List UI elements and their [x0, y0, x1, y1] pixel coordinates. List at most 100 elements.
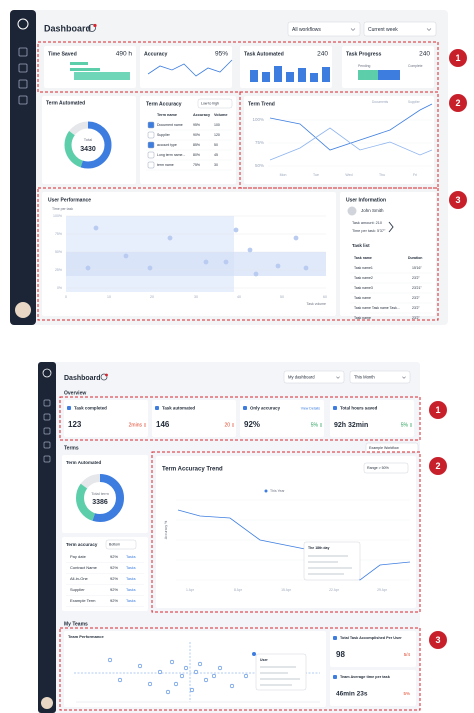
- legend-label: Documents: [372, 100, 389, 104]
- table-cell: 75%: [193, 163, 200, 167]
- mini-bar: [310, 73, 318, 82]
- step-number: 2: [435, 461, 440, 471]
- filter-label: All workflows: [292, 27, 321, 33]
- table-cell: 23'21": [412, 286, 422, 290]
- mini-bar: [70, 68, 100, 71]
- card: [42, 96, 136, 184]
- label: Time per task: 5'37": [352, 229, 386, 233]
- step-number: 1: [435, 405, 440, 415]
- nav-icon[interactable]: [43, 413, 51, 421]
- scatter-point: [303, 265, 309, 271]
- table-cell: 45: [214, 153, 218, 157]
- table-cell: Task name2: [354, 276, 373, 280]
- filter-label: Current week: [368, 27, 398, 33]
- filter-dropdown[interactable]: [349, 370, 411, 384]
- card-title: Term Trend: [248, 101, 275, 107]
- kpi-icon: [67, 406, 71, 410]
- column-header: Task name: [354, 256, 372, 260]
- table-cell: Task name3: [354, 286, 373, 290]
- table-cell: Task name1: [354, 266, 373, 270]
- trend-line: [269, 103, 433, 151]
- scatter-point: [147, 265, 153, 271]
- label: 60: [323, 295, 327, 299]
- nav-icon[interactable]: [18, 63, 28, 73]
- table-cell: Task name: [354, 296, 371, 300]
- table-cell: 85%: [193, 143, 200, 147]
- section-title: My Teams: [64, 621, 88, 627]
- label: 75%: [255, 140, 264, 145]
- mini-bar: [70, 62, 88, 65]
- kpi-icon: [243, 406, 247, 410]
- checkbox[interactable]: [147, 141, 155, 149]
- label: 75%: [55, 232, 62, 236]
- card-title: User Performance: [48, 197, 91, 203]
- scatter-point: [203, 677, 209, 683]
- nav-icon[interactable]: [43, 455, 51, 463]
- table-cell: 95%: [193, 123, 200, 127]
- mini-bar: [298, 68, 306, 82]
- link[interactable]: Tasks: [126, 566, 136, 570]
- link[interactable]: Tasks: [126, 599, 136, 603]
- nav-icon[interactable]: [43, 427, 51, 435]
- table-cell: 100: [214, 123, 220, 127]
- kpi-value: 490 h: [116, 51, 133, 58]
- kpi-label: Only accuracy: [250, 406, 281, 411]
- filter-dropdown[interactable]: [287, 21, 361, 37]
- filter-dropdown[interactable]: [283, 370, 345, 384]
- mini-bar: [274, 66, 282, 82]
- tooltip-title: The 18th day: [308, 546, 329, 550]
- checkbox[interactable]: [147, 121, 155, 129]
- kpi-card: [330, 670, 416, 706]
- scatter-point: [137, 663, 143, 669]
- table-cell: 120: [214, 133, 220, 137]
- nav-icon[interactable]: [18, 79, 28, 89]
- highlight-box: [37, 187, 439, 321]
- label: 40: [237, 295, 241, 299]
- mini-bar: [74, 72, 130, 80]
- link[interactable]: View Details: [301, 406, 320, 410]
- kpi-icon: [333, 636, 337, 640]
- nav-icon[interactable]: [43, 441, 51, 449]
- avatar: [347, 206, 357, 216]
- nav-icon[interactable]: [18, 47, 28, 57]
- card: [62, 537, 148, 611]
- card-title: Term Accuracy Trend: [162, 467, 223, 473]
- logo: [17, 18, 29, 30]
- nav-icon[interactable]: [43, 399, 51, 407]
- legend-label: Complete: [408, 64, 423, 68]
- label: 22 Apr: [329, 588, 340, 592]
- checkbox[interactable]: [147, 151, 155, 159]
- kpi-value: 146: [156, 420, 170, 429]
- sort-dropdown[interactable]: [197, 98, 233, 109]
- scatter-point: [93, 225, 99, 231]
- section-title: Overview: [64, 390, 86, 396]
- nav-icon[interactable]: [18, 95, 28, 105]
- label: 25%: [55, 268, 62, 272]
- workflow-dropdown[interactable]: [365, 442, 419, 454]
- link[interactable]: Tasks: [126, 555, 136, 559]
- kpi-label: Task Progress: [346, 51, 381, 57]
- link[interactable]: Tasks: [126, 577, 136, 581]
- sort-dropdown[interactable]: [105, 539, 137, 550]
- scatter-point: [193, 669, 199, 675]
- mini-bar: [378, 70, 400, 80]
- column-header: Volume: [214, 113, 227, 117]
- filter-dropdown[interactable]: [363, 21, 437, 37]
- kpi-label: Total Task Accomplished Per User: [340, 636, 402, 640]
- step-marker: [429, 631, 447, 649]
- table-cell: Supplier: [70, 587, 85, 592]
- link[interactable]: Tasks: [126, 588, 136, 592]
- checkbox[interactable]: [147, 131, 155, 139]
- trend-line: [269, 127, 433, 161]
- table-cell: 90%: [193, 133, 200, 137]
- page-title: Dashboard: [44, 23, 91, 33]
- scatter-point: [233, 227, 239, 233]
- checkbox[interactable]: [147, 161, 155, 169]
- column-header: Term name: [157, 113, 177, 117]
- legend-label: Supplier: [408, 100, 421, 104]
- label: John Smith: [361, 208, 384, 213]
- highlight-box: [59, 627, 421, 711]
- range-dropdown[interactable]: [363, 462, 409, 474]
- filter-label: My dashboard: [288, 375, 315, 380]
